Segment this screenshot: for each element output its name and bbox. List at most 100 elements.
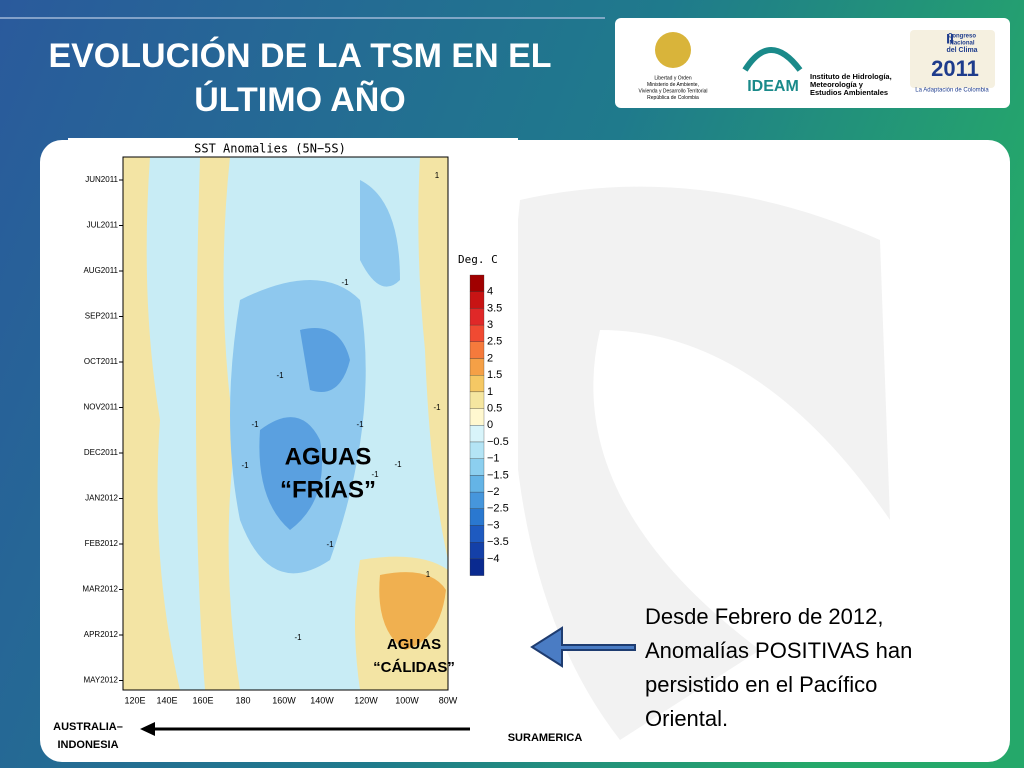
bottom-label: INDONESIA (57, 739, 118, 751)
colorbar-label: −3.5 (487, 536, 509, 548)
logo-text: Congreso (948, 34, 976, 40)
contour-label: 1 (426, 570, 431, 579)
colorbar-cell (469, 324, 485, 342)
colorbar-label: −1 (487, 453, 500, 465)
colorbar-cell (469, 358, 485, 376)
colorbar-label: 4 (487, 286, 493, 298)
body-text: Anomalías POSITIVAS han (645, 638, 912, 663)
plot-frame (122, 156, 449, 691)
y-label: MAY2012 (83, 676, 118, 685)
colorbar-label: 1.5 (487, 369, 502, 381)
arrow-head (140, 722, 155, 736)
colorbar-label: 1 (487, 386, 493, 398)
title: ÚLTIMO AÑO (194, 81, 406, 119)
x-label: 80W (439, 695, 458, 705)
y-label: DEC2011 (84, 448, 119, 457)
contour-label: -1 (433, 403, 441, 412)
colorbar-cell (469, 542, 485, 560)
colorbar-label: 3 (487, 319, 493, 331)
colorbar-label: −4 (487, 553, 500, 565)
colorbar-cell (469, 508, 485, 526)
annotation: “FRÍAS” (280, 475, 376, 503)
y-label: FEB2012 (85, 539, 119, 548)
y-label: SEP2011 (85, 312, 119, 321)
x-label: 180 (235, 695, 250, 705)
colorbar-label: −2 (487, 486, 500, 498)
watermark (511, 186, 890, 740)
contour-label: -1 (251, 420, 259, 429)
colorbar-title: Deg. C (458, 253, 498, 266)
logo-text: II (946, 31, 954, 47)
y-label: OCT2011 (84, 357, 119, 366)
colorbar-label: 0.5 (487, 403, 502, 415)
contour-label: -1 (371, 470, 379, 479)
colorbar-cell (469, 375, 485, 393)
x-label: 120E (124, 695, 145, 705)
annotation: AGUAS (285, 443, 372, 470)
logo-text: Meteorología y (810, 80, 864, 89)
colorbar-label: 0 (487, 419, 493, 431)
colorbar-cell (469, 291, 485, 309)
colorbar-cell (469, 274, 485, 292)
logo-text: Nacional (949, 41, 974, 47)
colorbar-cell (469, 558, 485, 576)
x-label: 140W (310, 695, 334, 705)
y-label: AUG2011 (83, 266, 118, 275)
bottom-label: AUSTRALIA– (53, 721, 123, 733)
contour-label: -1 (356, 420, 364, 429)
contour-label: -1 (294, 633, 302, 642)
annotation: “CÁLIDAS” (373, 659, 455, 676)
heatmap (123, 157, 448, 690)
colorbar-cell (469, 408, 485, 426)
colorbar-label: 2 (487, 352, 493, 364)
x-label: 120W (354, 695, 378, 705)
contour-label: 1 (435, 171, 440, 180)
contour-label: -1 (341, 278, 349, 287)
x-label: 140E (156, 695, 177, 705)
colorbar-label: −2.5 (487, 503, 509, 515)
y-label: JUN2011 (85, 175, 118, 184)
body-text: persistido en el Pacífico (645, 672, 877, 697)
colorbar-label: −0.5 (487, 436, 509, 448)
blue-arrow (530, 626, 636, 668)
body-text: Oriental. (645, 706, 728, 731)
logo-text: Vivienda y Desarrollo Territorial (638, 88, 707, 94)
title: EVOLUCIÓN DE LA TSM EN EL (48, 37, 551, 75)
body-text: Desde Febrero de 2012, (645, 604, 884, 629)
y-label: MAR2012 (82, 585, 118, 594)
x-label: 160E (192, 695, 213, 705)
colorbar-label: −3 (487, 519, 500, 531)
contour-label: -1 (326, 540, 334, 549)
bottom-label: SURAMERICA (508, 732, 583, 744)
logo-text: 2011 (931, 56, 979, 81)
logo-text: República de Colombia (647, 95, 699, 101)
y-label: JAN2012 (85, 494, 118, 503)
contour-label: -1 (394, 460, 402, 469)
colorbar-cell (469, 491, 485, 509)
emblem (655, 32, 691, 68)
colorbar-label: 3.5 (487, 302, 502, 314)
plot-title: SST Anomalies (5N−5S) (194, 142, 346, 156)
logo-text: Libertad y Orden (654, 75, 691, 81)
y-label: JUL2011 (87, 221, 119, 230)
logo-text: Instituto de Hidrología, (810, 72, 892, 81)
contour-label: -1 (276, 371, 284, 380)
colorbar-label: −1.5 (487, 469, 509, 481)
congress-logo (910, 30, 995, 88)
y-label: NOV2011 (83, 403, 118, 412)
logo-text: IDEAM (747, 78, 799, 95)
logo-text: Estudios Ambientales (810, 88, 888, 97)
x-label: 100W (395, 695, 419, 705)
ideam-icon (742, 47, 803, 72)
colorbar-cell (469, 308, 485, 326)
x-label: 160W (272, 695, 296, 705)
colorbar-cell (469, 525, 485, 543)
colorbar-cell (469, 458, 485, 476)
logo-text: del Clima (946, 47, 977, 54)
contour-label: -1 (241, 461, 249, 470)
colorbar-cell (469, 441, 485, 459)
logo-text: La Adaptación de Colombia (915, 88, 989, 94)
colorbar-label: 2.5 (487, 336, 502, 348)
annotation: AGUAS (387, 636, 441, 653)
